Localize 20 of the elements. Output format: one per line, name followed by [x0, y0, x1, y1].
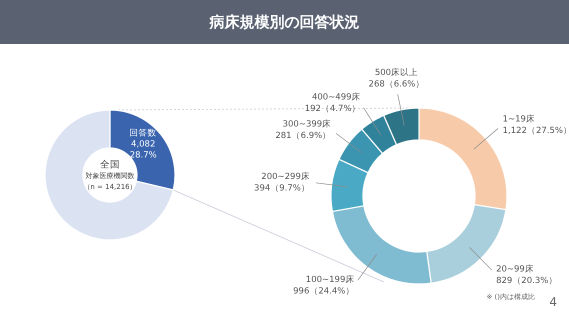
slice-label: 400~499床 — [312, 92, 361, 103]
data-label: 1,122（27.5%） — [502, 126, 569, 136]
slice-label: 300~399床 — [282, 118, 332, 130]
data-label: 268（6.6%） — [368, 80, 424, 90]
data-label: 996（24.4%） — [293, 286, 354, 296]
text: 病床規模別の回答状況 — [208, 13, 360, 32]
data-label: 394（9.7%） — [254, 183, 310, 194]
data-label: 192（4.7%） — [304, 104, 361, 114]
text: 全国 — [100, 158, 120, 171]
slice-label: 20~99床 — [496, 263, 534, 274]
text: 4 — [549, 295, 557, 309]
slice-label: 回答数 — [130, 127, 157, 138]
data-label: 829（20.3%） — [496, 276, 558, 286]
slice-label: 200~299床 — [261, 170, 310, 182]
data-label: 281（6.9%） — [275, 131, 332, 142]
data-label: 4,082 28.7% — [130, 139, 157, 160]
slice-label: 500床以上 — [374, 67, 418, 78]
slice-label: 100~199床 — [306, 274, 354, 285]
slice-label: 1~19床 — [502, 113, 535, 124]
donut-slice — [44, 109, 174, 240]
